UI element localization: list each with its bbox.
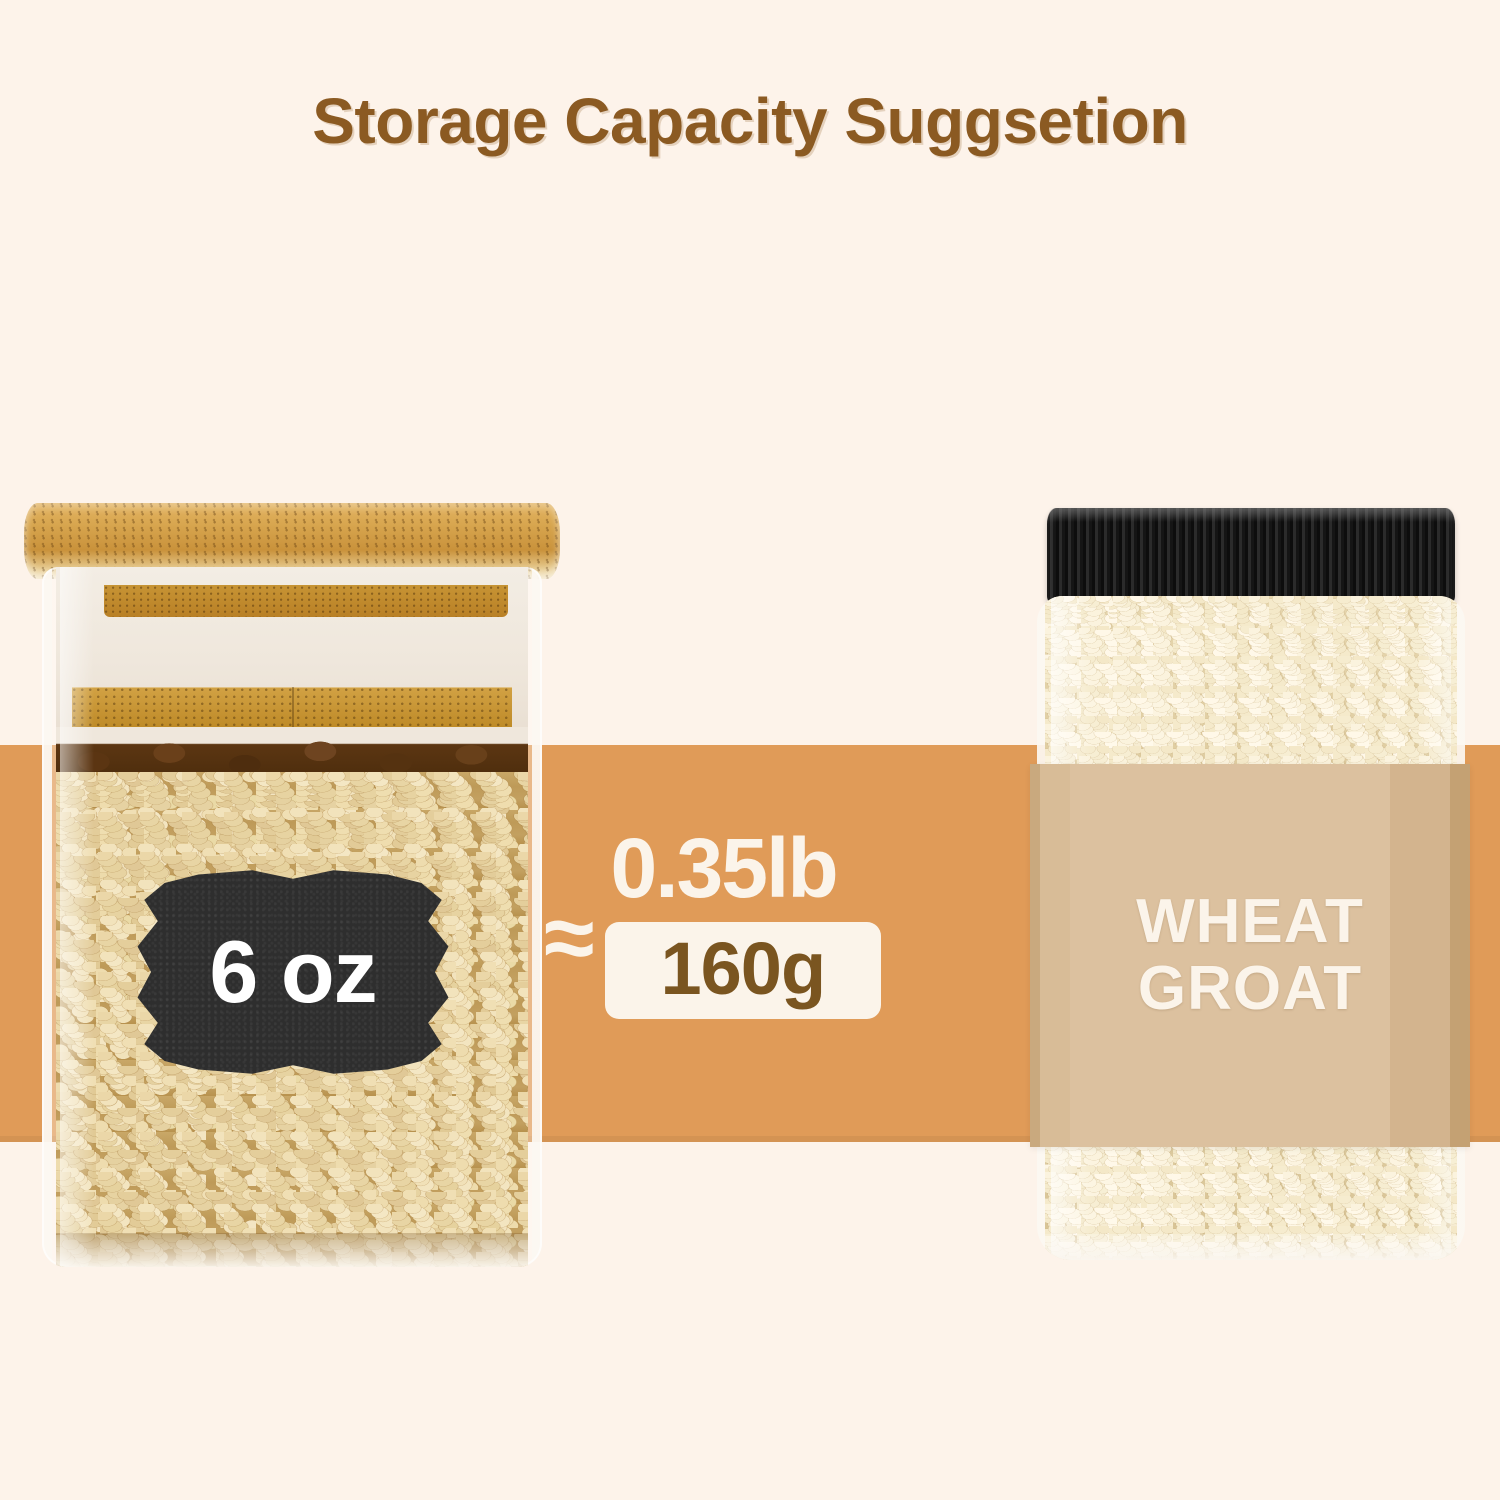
page-title: Storage Capacity Suggsetion xyxy=(312,85,1188,157)
approximately-equal-icon: ≈ xyxy=(544,887,595,989)
weight-pounds-value: 0.35lb xyxy=(610,821,839,915)
bamboo-lid-icon xyxy=(24,503,560,579)
bottle-base-shadow xyxy=(1045,1234,1457,1260)
weight-grams-badge: 160g xyxy=(604,921,882,1020)
weight-grams-value: 160g xyxy=(660,926,827,1010)
black-screw-cap-icon xyxy=(1047,508,1455,604)
weight-conversion-group: ≈ 0.35lb 160g xyxy=(540,821,1030,1076)
capacity-chalk-label: 6 oz xyxy=(137,870,449,1074)
product-label-line-1: WHEAT xyxy=(1136,886,1364,956)
jar-bottom-shadow xyxy=(56,1233,528,1267)
glass-highlight xyxy=(60,567,94,1267)
product-wrap-label: WHEAT GROAT xyxy=(1030,764,1470,1147)
conversion-values: 0.35lb 160g xyxy=(604,821,882,1020)
bamboo-inner-plug xyxy=(104,585,508,617)
product-label-line-2: GROAT xyxy=(1137,953,1363,1023)
capacity-value: 6 oz xyxy=(209,922,377,1021)
